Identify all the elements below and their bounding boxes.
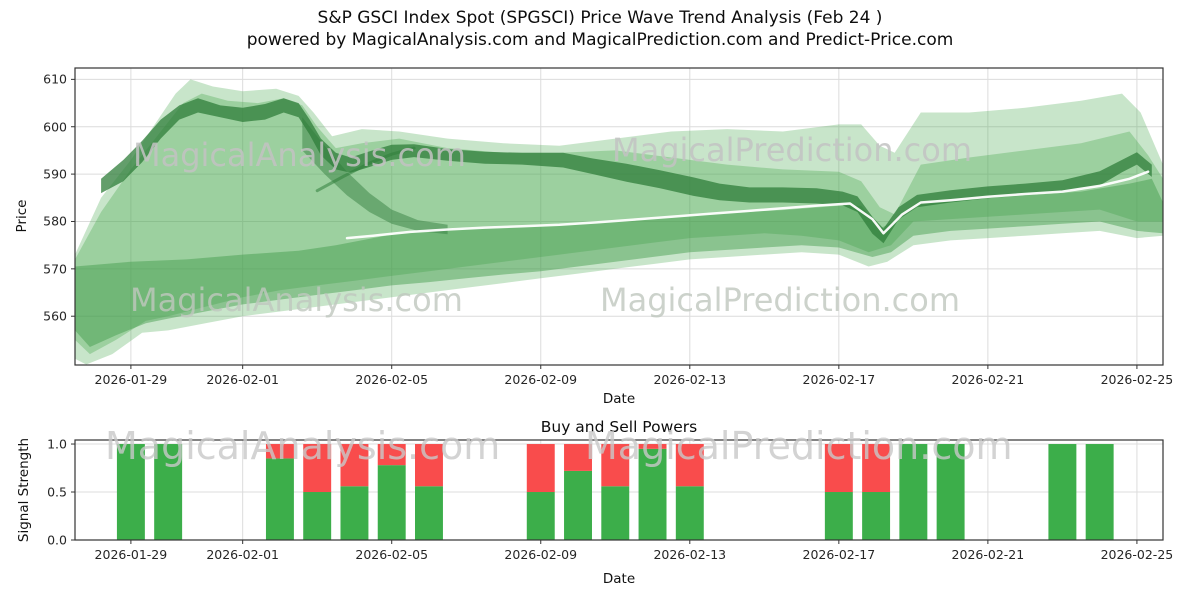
buy-sell-chart [71, 439, 1164, 544]
buy-bar-segment [1048, 444, 1077, 540]
buy-bar-segment [303, 492, 332, 540]
signal-y-tick-label: 0.5 [47, 484, 67, 500]
buy-bar-segment [154, 444, 183, 540]
price-axis-label: Price [14, 199, 30, 233]
buy-bar-segment [340, 486, 369, 540]
date-x-tick-label: 2026-02-17 [802, 372, 876, 387]
sell-bar-segment [824, 444, 853, 493]
date-x-tick-label: 2026-02-05 [355, 372, 429, 387]
buy-bar-segment [116, 444, 145, 540]
buy-bar-segment [526, 492, 555, 540]
signal-strength-axis-label: Signal Strength [16, 437, 32, 543]
buy-bar-segment [265, 458, 294, 540]
price-y-tick-label: 560 [43, 308, 67, 324]
buy-bar-segment [564, 470, 592, 540]
date-x-tick-label: 2026-02-09 [504, 547, 578, 562]
price-y-tick-label: 590 [43, 166, 67, 182]
date-axis-label-top: Date [602, 391, 636, 407]
signal-y-tick-label: 0.0 [47, 532, 67, 548]
date-x-tick-label: 2026-02-01 [206, 372, 279, 387]
median-trend-line [345, 170, 1150, 240]
sell-bar-segment [564, 444, 592, 471]
wave-band-core [75, 178, 1163, 347]
date-x-tick-label: 2026-02-01 [206, 547, 279, 562]
date-x-tick-label: 2026-02-17 [802, 547, 876, 562]
buy-bar-segment [936, 444, 965, 540]
sell-bar-segment [377, 444, 406, 466]
sell-bar-segment [601, 444, 630, 487]
date-x-tick-label: 2026-02-25 [1100, 547, 1174, 562]
date-x-tick-label: 2026-02-13 [653, 547, 727, 562]
price-wave-plot [71, 67, 1164, 369]
sell-bar-segment [675, 444, 704, 487]
date-x-tick-label: 2026-02-21 [951, 372, 1025, 387]
wave-band-dark-cluster [101, 98, 1152, 244]
sell-bar-segment [265, 444, 294, 459]
date-x-tick-label: 2026-02-05 [355, 547, 429, 562]
wave-cross-strand [315, 146, 416, 193]
date-x-tick-label: 2026-01-29 [94, 547, 168, 562]
buy-sell-chart-title: Buy and Sell Powers [540, 418, 698, 436]
buy-sell-plot [71, 439, 1164, 544]
date-x-tick-label: 2026-02-21 [951, 547, 1025, 562]
date-x-tick-label: 2026-02-09 [504, 372, 578, 387]
buy-bar-segment [638, 448, 667, 540]
price-y-tick-label: 610 [43, 71, 67, 87]
wave-wedge-descending [302, 117, 448, 235]
sell-bar-segment [415, 444, 443, 487]
buy-bar-segment [377, 465, 406, 540]
date-axis-label-bottom: Date [602, 571, 636, 587]
sell-bar-segment [303, 444, 332, 493]
buy-bar-segment [1085, 444, 1114, 540]
signal-y-tick-label: 1.0 [47, 436, 67, 452]
buy-bar-segment [415, 486, 443, 540]
sell-bar-segment [862, 444, 891, 493]
price-y-tick-label: 600 [43, 119, 67, 135]
date-x-tick-label: 2026-01-29 [94, 372, 168, 387]
price-y-tick-label: 570 [43, 261, 67, 277]
buy-bar-segment [601, 486, 630, 540]
figure-title-line2: powered by MagicalAnalysis.com and Magic… [246, 30, 954, 50]
figure-title-line1: S&P GSCI Index Spot (SPGSCI) Price Wave … [317, 8, 883, 28]
axes-frame [74, 67, 1164, 366]
date-x-tick-label: 2026-02-13 [653, 372, 727, 387]
buy-bar-segment [899, 444, 928, 540]
sell-bar-segment [340, 444, 369, 487]
buy-bar-segment [862, 492, 891, 540]
sell-bar-segment [526, 444, 555, 493]
price-wave-chart: MagicalAnalysis.com MagicalPrediction.co… [71, 67, 1164, 369]
price-y-tick-label: 580 [43, 213, 67, 229]
axes-frame [74, 439, 1164, 541]
sell-bar-segment [638, 444, 667, 449]
date-x-tick-label: 2026-02-25 [1100, 372, 1174, 387]
buy-bar-segment [675, 486, 704, 540]
buy-bar-segment [824, 492, 853, 540]
